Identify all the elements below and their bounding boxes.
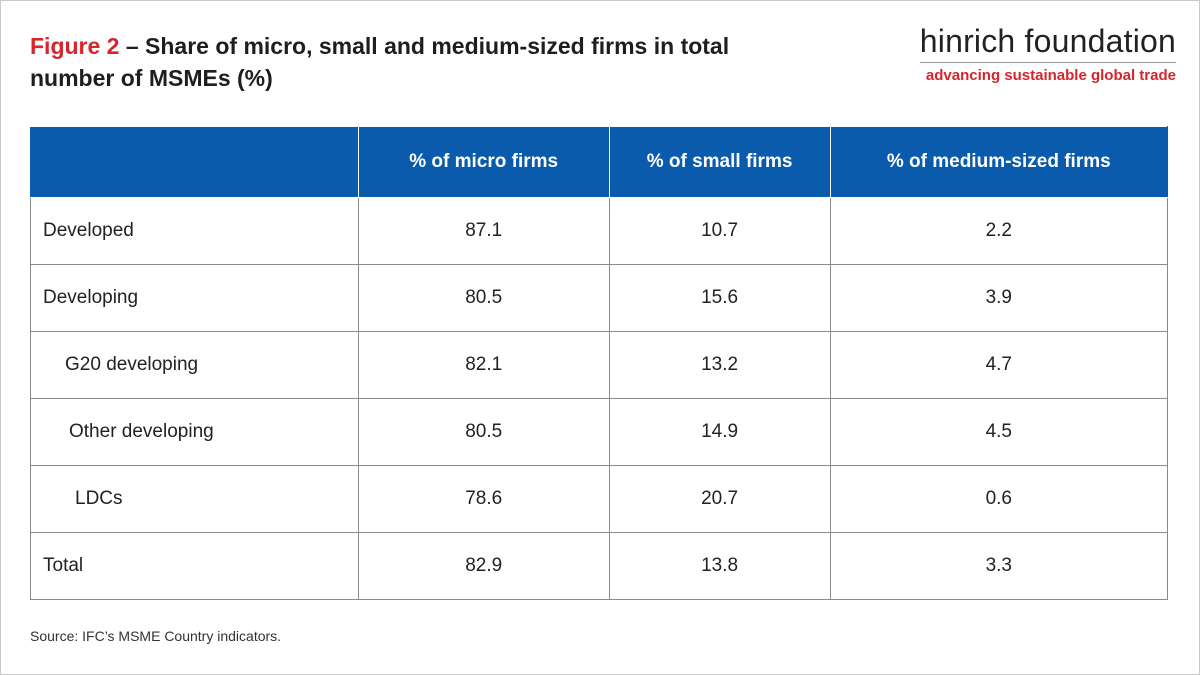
cell-micro: 78.6 (357, 465, 610, 533)
cell-medium: 2.2 (829, 197, 1169, 265)
figure-label: Figure 2 (30, 33, 120, 59)
row-label: G20 developing (30, 331, 359, 399)
cell-micro: 82.1 (357, 331, 610, 399)
row-label: Total (30, 532, 359, 600)
table-row: G20 developing 82.1 13.2 4.7 (30, 331, 1169, 399)
brand-name-second: foundation (1024, 23, 1176, 59)
cell-medium: 3.9 (829, 264, 1169, 332)
cell-medium: 3.3 (829, 532, 1169, 600)
table-header-row: % of micro firms % of small firms % of m… (30, 126, 1169, 198)
column-header-small: % of small firms (608, 126, 831, 198)
brand-logo: hinrich foundation advancing sustainable… (919, 22, 1176, 85)
cell-small: 14.9 (608, 398, 831, 466)
brand-divider (919, 62, 1176, 63)
table-row: LDCs 78.6 20.7 0.6 (30, 465, 1169, 533)
column-header-empty (30, 126, 359, 198)
brand-tagline: advancing sustainable global trade (925, 67, 1176, 84)
table-row: Other developing 80.5 14.9 4.5 (30, 398, 1169, 466)
cell-medium: 4.5 (829, 398, 1169, 466)
cell-micro: 80.5 (357, 264, 610, 332)
cell-micro: 87.1 (357, 197, 610, 265)
cell-micro: 82.9 (357, 532, 610, 600)
cell-medium: 0.6 (829, 465, 1169, 533)
table-row: Developed 87.1 10.7 2.2 (30, 197, 1169, 265)
brand-name: hinrich foundation (920, 22, 1176, 60)
row-label: LDCs (30, 465, 359, 533)
column-header-medium: % of medium-sized firms (829, 126, 1169, 198)
row-label: Developed (30, 197, 359, 265)
table-row: Total 82.9 13.8 3.3 (30, 532, 1169, 600)
cell-micro: 80.5 (357, 398, 610, 466)
cell-small: 20.7 (608, 465, 831, 533)
cell-small: 13.2 (608, 331, 831, 399)
msme-share-table: % of micro firms % of small firms % of m… (30, 126, 1169, 600)
row-label: Developing (30, 264, 359, 332)
source-note: Source: IFC’s MSME Country indicators. (30, 628, 282, 644)
cell-small: 15.6 (608, 264, 831, 332)
brand-name-first: hinrich (919, 23, 1016, 59)
row-label: Other developing (30, 398, 359, 466)
cell-medium: 4.7 (829, 331, 1169, 399)
table-row: Developing 80.5 15.6 3.9 (30, 264, 1169, 332)
column-header-micro: % of micro firms (357, 126, 610, 198)
figure-title-text: – Share of micro, small and medium-sized… (30, 33, 730, 91)
cell-small: 10.7 (608, 197, 831, 265)
cell-small: 13.8 (608, 532, 831, 600)
figure-title: Figure 2 – Share of micro, small and med… (30, 30, 790, 94)
